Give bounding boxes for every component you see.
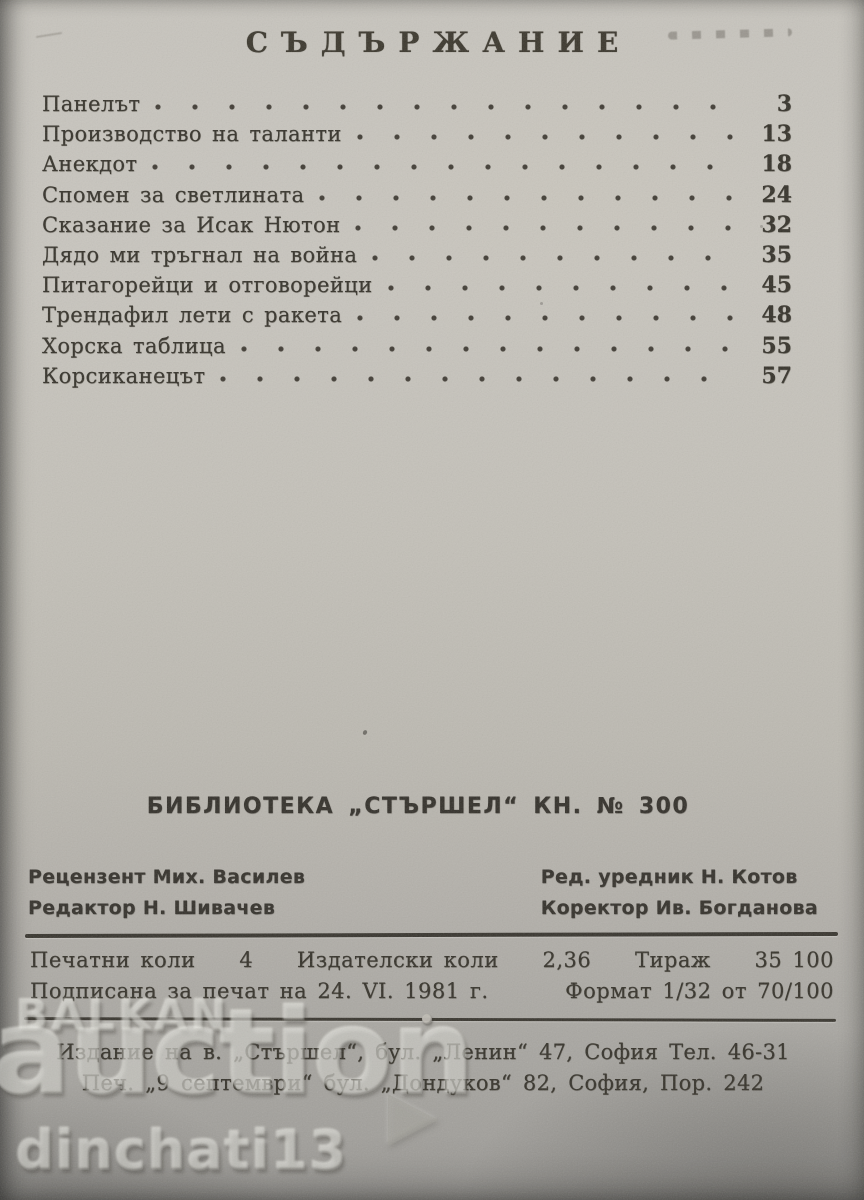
credit-line-proofreader: Коректор Ив. Богданова [540,897,818,919]
toc-entry: Дядо ми тръгнал на война 35 [42,240,792,270]
credit-line-editor: Редактор Н. Шивачев [28,897,276,919]
toc-entry-page: 18 [761,151,792,178]
publisher-sheets-label: Издателски коли [296,948,499,972]
format-value: Формат 1/32 от 70/100 [565,979,834,1003]
paper-speck [362,729,368,736]
dot-leader [318,183,736,206]
credit-line-managing-editor: Ред. уредник Н. Котов [540,866,798,888]
toc-entry-page: 48 [761,302,792,329]
toc-entry-title: Панелът [42,92,141,117]
toc-entry: Питагорейци и отговорейци 45 [42,270,792,300]
toc-entry-title: Корсиканецът [42,363,206,388]
signed-for-print-date: Подписана за печат на 24. VI. 1981 г. [30,979,489,1003]
credit-line-reviewer: Рецензент Мих. Василев [28,866,306,888]
print-sheets-label: Печатни коли [30,948,196,972]
toc-entry: Корсиканецът 57 [42,361,792,391]
dot-leader [356,304,736,327]
toc-entry: Трендафил лети с ракета 48 [42,300,792,330]
toc-entry-title: Хорска таблица [42,333,226,358]
printing-info-line: Печатни коли 4 Издателски коли 2,36 Тира… [30,948,834,972]
table-of-contents: Панелът 3 Производство на таланти 13 Ане… [42,89,792,391]
series-heading: БИБЛИОТЕКА „СТЪРШЕЛ“ КН. № 300 [146,794,690,819]
toc-entry-title: Анекдот [42,152,138,177]
watermark-username: dinchati13 [16,1120,348,1183]
dot-leader [151,153,736,176]
toc-entry-title: Дядо ми тръгнал на война [42,243,358,268]
toc-entry: Хорска таблица 55 [42,331,792,361]
paper-speck [540,302,543,305]
toc-entry-page: 3 [776,91,792,118]
toc-entry-title: Сказание за Исак Нютон [42,212,341,237]
printing-info-line: Подписана за печат на 24. VI. 1981 г. Фо… [30,979,834,1003]
toc-entry: Производство на таланти 13 [42,119,792,149]
dot-leader [219,364,736,387]
publisher-line: Издание на в. „Стършел“, бул. „Ленин“ 47… [56,1040,790,1064]
toc-entry-page: 55 [761,332,792,359]
toc-entry-title: Спомен за светлината [42,182,305,207]
dot-leader [154,93,736,116]
circulation-value: 35 100 [754,948,834,972]
dot-leader [354,213,736,236]
paper-speck [760,225,763,228]
toc-entry-page: 45 [761,272,792,299]
toc-entry-title: Производство на таланти [42,122,342,147]
toc-entry: Сказание за Исак Нютон 32 [42,210,792,240]
publisher-line: Печ. „9 септември“ бул. „Дондуков“ 82, С… [81,1071,765,1095]
dot-leader [386,274,736,297]
dot-leader [239,334,736,357]
publisher-sheets-value: 2,36 [542,948,592,972]
circulation-label: Тираж [634,948,711,972]
toc-entry: Анекдот 18 [42,149,792,179]
toc-entry-page: 13 [761,121,792,148]
dot-leader [371,244,736,267]
toc-entry-page: 57 [761,362,792,389]
toc-entry: Спомен за светлината 24 [42,180,792,210]
play-arrow-icon [388,1094,438,1146]
toc-entry-page: 35 [761,242,792,269]
separator-rule-top [24,931,839,939]
toc-entry-page: 24 [761,181,792,208]
credits-left-column: Рецензент Мих. Василев Редактор Н. Шивач… [28,862,305,924]
toc-entry-title: Трендафил лети с ракета [42,303,343,328]
print-sheets-value: 4 [239,948,254,972]
toc-entry-title: Питагорейци и отговорейци [42,273,373,298]
dot-leader [355,123,736,146]
toc-entry-page: 32 [761,211,792,238]
credits-right-column: Ред. уредник Н. Котов Коректор Ив. Богда… [541,862,818,924]
separator-rule-bottom [23,1017,837,1022]
toc-entry: Панелът 3 [42,89,792,119]
credits-block: Рецензент Мих. Василев Редактор Н. Шивач… [28,862,818,924]
